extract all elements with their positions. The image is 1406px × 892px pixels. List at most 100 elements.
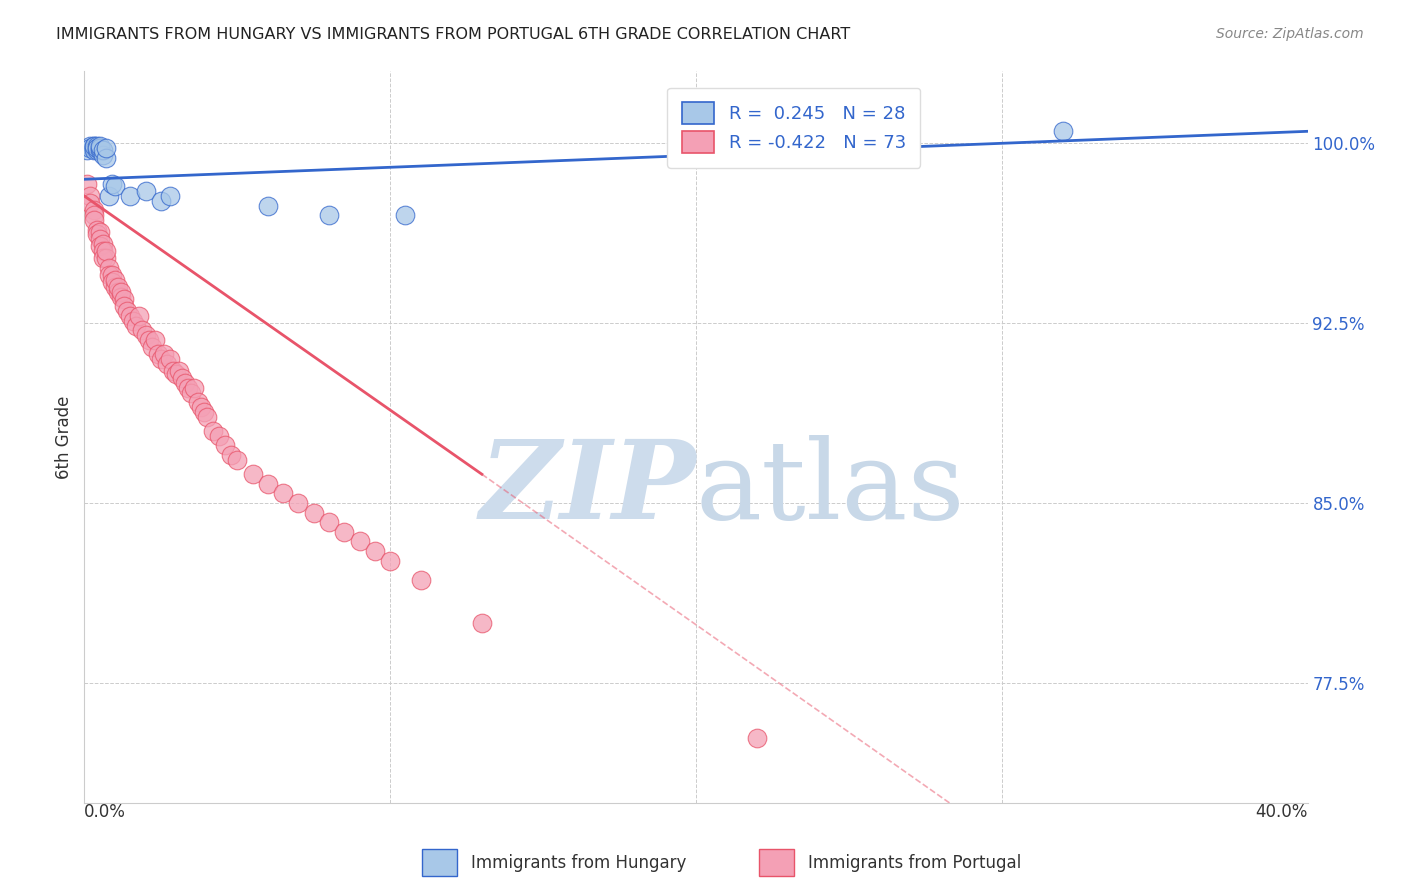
Point: [302, 506, 325, 520]
Text: 0.0%: 0.0%: [84, 803, 127, 821]
Point: [101, 268, 124, 283]
Point: [107, 285, 129, 299]
Point: [159, 189, 181, 203]
Point: [91, 252, 114, 266]
Point: [104, 179, 127, 194]
Point: [107, 280, 129, 294]
Point: [208, 429, 231, 443]
Point: [138, 333, 160, 347]
Point: [83, 213, 105, 227]
Text: Immigrants from Hungary: Immigrants from Hungary: [471, 854, 686, 871]
Point: [112, 299, 135, 313]
Point: [86, 141, 108, 155]
Point: [380, 553, 402, 567]
Text: 40.0%: 40.0%: [1256, 803, 1308, 821]
Point: [172, 371, 194, 385]
Point: [89, 138, 111, 153]
Point: [110, 285, 132, 299]
Point: [83, 208, 105, 222]
Point: [226, 453, 249, 467]
Point: [83, 203, 105, 218]
Point: [120, 309, 142, 323]
Point: [201, 424, 224, 438]
Point: [86, 138, 108, 153]
Text: Immigrants from Portugal: Immigrants from Portugal: [808, 854, 1022, 871]
Point: [112, 292, 135, 306]
Point: [193, 405, 215, 419]
Point: [79, 141, 101, 155]
Point: [409, 573, 432, 587]
Point: [394, 208, 416, 222]
Point: [97, 189, 120, 203]
Point: [257, 476, 280, 491]
Point: [287, 496, 309, 510]
Point: [135, 184, 157, 198]
Point: [94, 141, 117, 155]
Point: [165, 367, 187, 381]
Point: [128, 309, 150, 323]
Point: [89, 144, 111, 158]
Point: [83, 138, 105, 153]
Point: [1052, 124, 1074, 138]
Point: [195, 409, 218, 424]
Point: [91, 148, 114, 162]
Point: [76, 177, 98, 191]
Point: [91, 244, 114, 259]
Point: [159, 352, 181, 367]
Point: [364, 544, 387, 558]
Y-axis label: 6th Grade: 6th Grade: [55, 395, 73, 479]
Point: [135, 328, 157, 343]
Point: [86, 144, 108, 158]
Point: [91, 237, 114, 252]
Point: [94, 252, 117, 266]
Point: [101, 177, 124, 191]
Point: [214, 438, 236, 452]
Point: [94, 244, 117, 259]
Text: atlas: atlas: [696, 434, 966, 541]
Point: [104, 280, 127, 294]
Point: [79, 138, 101, 153]
Point: [89, 232, 111, 246]
Legend: R =  0.245   N = 28, R = -0.422   N = 73: R = 0.245 N = 28, R = -0.422 N = 73: [668, 87, 921, 168]
Point: [83, 138, 105, 153]
Point: [115, 304, 138, 318]
Point: [91, 144, 114, 158]
Point: [747, 731, 769, 745]
Point: [153, 347, 176, 361]
Point: [79, 196, 101, 211]
Point: [110, 290, 132, 304]
Point: [349, 534, 371, 549]
Point: [183, 381, 205, 395]
Point: [97, 268, 120, 283]
FancyBboxPatch shape: [422, 849, 457, 876]
Point: [86, 222, 108, 236]
Point: [162, 364, 184, 378]
Point: [318, 208, 340, 222]
Point: [242, 467, 264, 482]
Point: [79, 189, 101, 203]
Text: Source: ZipAtlas.com: Source: ZipAtlas.com: [1216, 27, 1364, 41]
Point: [94, 151, 117, 165]
Point: [131, 323, 153, 337]
Point: [333, 524, 356, 539]
Text: IMMIGRANTS FROM HUNGARY VS IMMIGRANTS FROM PORTUGAL 6TH GRADE CORRELATION CHART: IMMIGRANTS FROM HUNGARY VS IMMIGRANTS FR…: [56, 27, 851, 42]
Point: [146, 347, 169, 361]
Point: [257, 199, 280, 213]
Point: [120, 189, 142, 203]
Point: [83, 141, 105, 155]
Point: [177, 381, 200, 395]
Point: [89, 141, 111, 155]
Point: [89, 225, 111, 239]
Point: [167, 364, 190, 378]
Point: [104, 273, 127, 287]
Point: [174, 376, 197, 391]
Point: [143, 333, 166, 347]
Point: [122, 314, 145, 328]
Point: [101, 276, 124, 290]
Point: [180, 385, 202, 400]
Point: [125, 318, 148, 333]
Point: [156, 357, 179, 371]
Point: [318, 515, 340, 529]
Point: [76, 144, 98, 158]
Point: [149, 194, 172, 208]
